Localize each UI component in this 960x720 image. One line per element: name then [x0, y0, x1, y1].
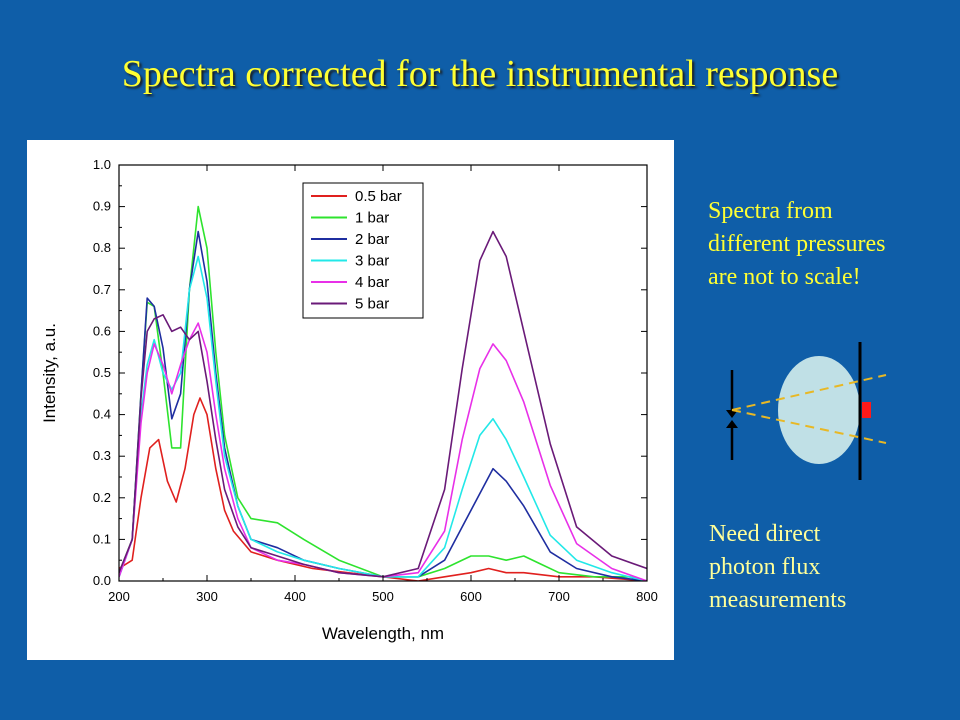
y-tick-label: 0.2	[93, 490, 111, 505]
series-line-4	[119, 255, 647, 581]
legend-label: 3 bar	[355, 253, 389, 270]
y-tick-label: 0.9	[93, 199, 111, 214]
note-line: Need direct	[709, 521, 821, 547]
legend-box	[302, 182, 424, 319]
series-line-1	[119, 397, 647, 581]
legend-label: 5 bar	[355, 296, 389, 313]
note-line: Spectra from	[708, 198, 833, 224]
note-line: photon flux	[709, 554, 821, 580]
down-arrow-icon	[726, 420, 738, 460]
up-arrow-icon	[726, 370, 738, 418]
chart-panel: 200 300 400 500 600 700 800 0.0 0.1 0.2 0.3 0.4 0.5 0…	[27, 140, 674, 660]
y-tick-label: 0.8	[93, 240, 111, 255]
y-tick-label: 0.7	[93, 282, 111, 297]
red-detector	[862, 402, 871, 418]
series-line-5	[119, 322, 647, 581]
legend-label: 0.5 bar	[355, 188, 402, 205]
x-tick-label: 400	[284, 589, 306, 604]
x-axis-label: Wavelength, nm	[322, 624, 444, 643]
legend-label: 2 bar	[355, 231, 389, 248]
legend-label: 1 bar	[355, 210, 389, 227]
series-line-6	[119, 230, 647, 578]
x-tick-label: 800	[636, 589, 658, 604]
dashed-beam-lines	[731, 374, 887, 444]
scale-warning-note: Spectra from different pressures are not…	[708, 195, 948, 294]
legend-label: 4 bar	[355, 274, 389, 291]
note-line: are not to scale!	[708, 264, 861, 290]
y-tick-label: 0.0	[93, 573, 111, 588]
spectra-chart: 200 300 400 500 600 700 800 0.0 0.1 0.2 0.3 0.4 0.5 0…	[40, 157, 658, 643]
x-tick-label: 500	[372, 589, 394, 604]
x-tick-label: 300	[196, 589, 218, 604]
y-tick-label: 0.5	[93, 365, 111, 380]
lens-ellipse	[778, 356, 860, 464]
y-axis-label: Intensity, a.u.	[40, 323, 59, 423]
measurement-diagram	[726, 342, 887, 480]
note-line: measurements	[709, 587, 847, 613]
y-tick-label: 0.4	[93, 407, 111, 422]
y-tick-label: 0.3	[93, 448, 111, 463]
y-tick-label: 0.6	[93, 323, 111, 338]
x-tick-label: 600	[460, 589, 482, 604]
note-line: different pressures	[708, 231, 886, 257]
x-tick-label: 700	[548, 589, 570, 604]
y-tick-label: 1.0	[93, 157, 111, 172]
y-tick-label: 0.1	[93, 531, 111, 546]
slide-title: Spectra corrected for the instrumental r…	[121, 53, 839, 95]
photon-flux-note: Need direct photon flux measurements	[709, 518, 939, 617]
series-line-3	[119, 230, 647, 581]
x-tick-label: 200	[108, 589, 130, 604]
